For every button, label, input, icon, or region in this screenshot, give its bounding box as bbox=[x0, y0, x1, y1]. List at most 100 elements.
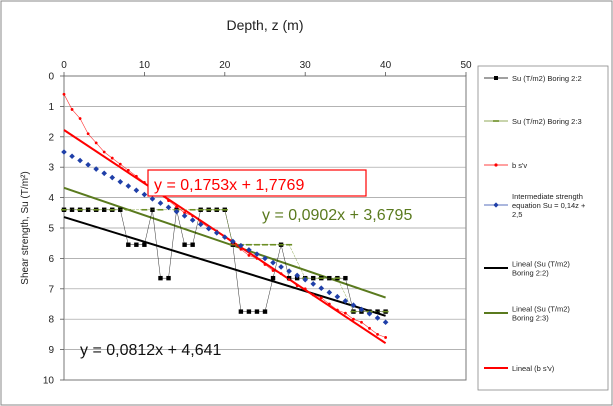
data-point bbox=[101, 170, 107, 177]
x-tick-label: 0 bbox=[61, 60, 67, 71]
data-point bbox=[141, 191, 148, 198]
data-point bbox=[343, 275, 348, 281]
y-tick-label: 1 bbox=[48, 102, 54, 113]
data-point bbox=[190, 242, 195, 247]
data-point bbox=[189, 217, 196, 223]
trendline-4 bbox=[63, 216, 386, 317]
data-point bbox=[286, 268, 292, 274]
legend-label: Lineal (Su (T/m2) Boring 2:2) bbox=[512, 260, 570, 278]
data-point bbox=[375, 309, 380, 314]
data-point bbox=[238, 242, 244, 249]
data-point bbox=[94, 141, 98, 145]
data-point bbox=[368, 326, 371, 330]
data-point bbox=[109, 174, 116, 181]
data-point bbox=[213, 230, 220, 236]
y-tick-label: 6 bbox=[48, 254, 54, 265]
data-point bbox=[376, 333, 379, 336]
data-point bbox=[335, 308, 339, 312]
y-tick-label: 2 bbox=[48, 132, 54, 143]
data-point bbox=[181, 213, 188, 219]
data-point bbox=[311, 293, 315, 297]
data-point bbox=[270, 275, 276, 281]
legend-swatch-marker bbox=[494, 76, 498, 80]
data-point bbox=[165, 204, 172, 211]
data-point bbox=[334, 293, 341, 300]
data-point bbox=[350, 302, 357, 309]
data-point bbox=[255, 257, 259, 260]
data-point bbox=[205, 225, 212, 232]
data-point bbox=[133, 187, 140, 194]
x-tick-label: 50 bbox=[460, 60, 472, 71]
legend-label: Lineal (Su (T/m2) Boring 2:3) bbox=[512, 305, 570, 323]
data-point bbox=[374, 315, 381, 321]
data-point bbox=[230, 238, 236, 245]
data-point bbox=[62, 92, 66, 96]
data-point bbox=[318, 285, 325, 291]
data-point bbox=[126, 168, 130, 172]
trendline-equation: y = 0,0902x + 3,6795 bbox=[262, 207, 412, 224]
chart-title: Depth, z (m) bbox=[226, 17, 303, 33]
data-point bbox=[126, 242, 131, 247]
data-point bbox=[262, 255, 268, 262]
data-point bbox=[134, 174, 138, 178]
legend-swatch-marker bbox=[493, 202, 499, 208]
legend-label: Su (T/m2) Boring 2:3 bbox=[512, 117, 582, 126]
data-point bbox=[254, 251, 260, 257]
data-point bbox=[85, 161, 91, 168]
data-point bbox=[358, 306, 365, 313]
data-point bbox=[327, 302, 331, 306]
data-point bbox=[263, 263, 267, 266]
y-tick-label: 4 bbox=[48, 193, 54, 204]
x-tick-label: 40 bbox=[380, 60, 392, 71]
data-point bbox=[238, 309, 244, 314]
y-tick-label: 3 bbox=[48, 163, 54, 174]
data-point bbox=[279, 272, 283, 275]
data-point bbox=[173, 208, 180, 215]
data-point bbox=[125, 183, 132, 189]
data-point bbox=[93, 166, 99, 172]
legend-label: Intermediate strength equation Su = 0,14z… bbox=[512, 192, 586, 219]
data-point bbox=[86, 132, 90, 136]
data-point bbox=[254, 309, 260, 314]
data-point bbox=[191, 214, 195, 218]
data-point bbox=[149, 196, 156, 202]
data-point bbox=[182, 242, 187, 247]
data-point bbox=[382, 319, 389, 326]
data-point bbox=[246, 309, 252, 314]
data-point bbox=[247, 253, 251, 257]
data-point bbox=[175, 205, 178, 209]
data-point bbox=[342, 298, 349, 304]
data-point bbox=[239, 247, 243, 251]
data-point bbox=[197, 221, 204, 228]
data-point bbox=[270, 259, 276, 266]
y-tick-label: 8 bbox=[48, 315, 54, 326]
x-tick-label: 20 bbox=[219, 60, 231, 71]
data-point bbox=[302, 276, 308, 283]
data-point bbox=[143, 181, 146, 184]
data-point bbox=[352, 317, 355, 321]
data-point bbox=[77, 157, 83, 164]
data-point bbox=[344, 311, 347, 315]
data-point bbox=[61, 149, 67, 155]
x-tick-label: 30 bbox=[300, 60, 312, 71]
data-point bbox=[271, 269, 275, 272]
data-point bbox=[303, 287, 307, 291]
data-point bbox=[183, 211, 187, 215]
equation-box bbox=[147, 169, 367, 197]
trendline-5 bbox=[63, 186, 386, 299]
data-point bbox=[102, 150, 106, 154]
data-point bbox=[384, 336, 387, 339]
legend-swatch-marker bbox=[494, 163, 498, 167]
data-point bbox=[246, 247, 252, 253]
y-tick-label: 9 bbox=[48, 345, 54, 356]
data-point bbox=[360, 320, 363, 324]
y-tick-label: 7 bbox=[48, 284, 54, 295]
legend-label: b s'v bbox=[512, 161, 527, 170]
data-point bbox=[157, 200, 164, 206]
data-point bbox=[262, 309, 268, 314]
data-point bbox=[310, 281, 317, 287]
data-point bbox=[287, 278, 291, 282]
